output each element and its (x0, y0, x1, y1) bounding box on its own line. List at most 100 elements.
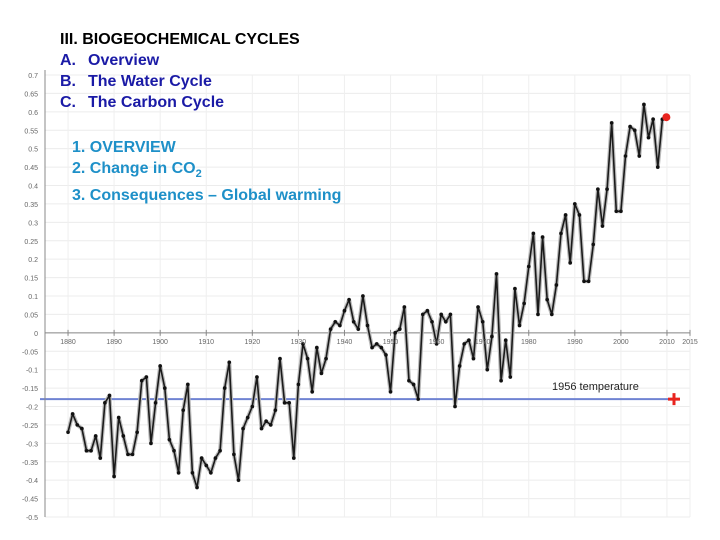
data-point (338, 323, 342, 328)
section-item-overview: A. Overview (60, 50, 224, 71)
data-point (402, 305, 407, 309)
data-point (397, 327, 402, 331)
data-point (291, 456, 296, 460)
data-point (241, 426, 245, 431)
data-point (420, 312, 425, 317)
data-point (310, 389, 315, 394)
data-point (213, 456, 218, 460)
data-point (582, 279, 586, 284)
data-point (126, 452, 130, 457)
data-point (361, 294, 365, 298)
y-tick-label: 0.4 (28, 184, 38, 191)
x-tick-label: 1950 (383, 339, 399, 346)
data-point (425, 308, 430, 313)
data-point (444, 319, 448, 324)
data-point (351, 319, 356, 324)
y-tick-label: -0.45 (22, 497, 38, 504)
y-tick-label: 0.15 (24, 276, 38, 283)
section-label: The Water Cycle (88, 73, 212, 90)
topic-subscript: 2 (195, 168, 202, 181)
data-point (186, 382, 190, 387)
outline-sections: A. Overview B. The Water Cycle C. The Carbo… (60, 50, 224, 113)
x-tick-label: 2000 (613, 339, 629, 346)
data-point (577, 213, 582, 217)
data-point (268, 423, 273, 427)
data-point (130, 452, 135, 457)
data-point (549, 312, 554, 317)
tick-labels: 0.7 0.65 0.6 0.55 0.5 0.45 0.4 0.35 0.3 0.25 0.2 0.… (22, 73, 698, 522)
data-point (513, 286, 517, 291)
data-point (264, 419, 268, 424)
data-point (153, 401, 158, 405)
section-letter: C. (60, 94, 76, 111)
x-tick-label: 1880 (60, 339, 76, 346)
data-point (112, 474, 116, 479)
data-point (646, 135, 651, 140)
x-tick-label: 1930 (291, 339, 307, 346)
data-point (623, 154, 628, 158)
data-point (559, 231, 563, 236)
data-point (89, 448, 93, 453)
x-tick-label: 1910 (198, 339, 214, 346)
data-point (158, 364, 162, 368)
x-tick-label: 1980 (521, 339, 537, 346)
data-point (655, 165, 660, 169)
x-tick-label: 2015 (682, 339, 698, 346)
data-point (651, 117, 655, 121)
topic-label: 3. Consequences – Global warming (72, 187, 342, 205)
data-point (255, 375, 259, 379)
data-point (204, 463, 209, 468)
data-point (139, 378, 144, 383)
data-point (370, 345, 374, 350)
y-tick-label: 0.55 (24, 128, 38, 135)
data-point (236, 478, 241, 482)
data-point (467, 338, 471, 343)
y-tick-label: -0.2 (26, 405, 38, 412)
data-point (172, 448, 176, 453)
topic-label: 2. Change in CO (72, 160, 196, 177)
y-tick-label: 0.7 (28, 73, 38, 80)
data-point (605, 187, 609, 191)
data-point (536, 312, 540, 317)
data-point (628, 124, 632, 129)
data-point (232, 452, 236, 457)
data-point (176, 471, 181, 475)
data-point (384, 353, 388, 357)
x-tick-label: 1970 (475, 339, 491, 346)
data-point (462, 342, 467, 346)
data-point (609, 121, 614, 125)
x-tick-label: 1900 (152, 339, 168, 346)
y-tick-label: 0.25 (24, 239, 38, 246)
y-tick-label: -0.3 (26, 441, 38, 448)
data-point (278, 356, 282, 361)
data-point (222, 386, 227, 390)
data-point (379, 345, 384, 350)
data-point (259, 426, 264, 431)
data-point (448, 312, 453, 317)
y-tick-label: 0.45 (24, 165, 38, 172)
data-point (356, 327, 361, 331)
y-tick-label: 0.65 (24, 91, 38, 98)
topic-label: 1. OVERVIEW (72, 139, 176, 156)
section-item-carbon-cycle: C. The Carbon Cycle (60, 92, 224, 113)
series-line (67, 103, 664, 489)
y-tick-label: 0.2 (28, 257, 38, 264)
y-tick-label: -0.05 (22, 349, 38, 356)
data-point (93, 434, 98, 438)
data-point (245, 415, 250, 420)
y-tick-label: 0.05 (24, 312, 38, 319)
data-point (135, 430, 139, 435)
series-line-group (66, 102, 671, 490)
data-point (116, 415, 121, 420)
data-point (476, 305, 480, 309)
data-point (517, 323, 522, 328)
section-label: The Carbon Cycle (88, 94, 225, 111)
y-tick-label: 0.35 (24, 202, 38, 209)
data-point (596, 187, 600, 191)
y-tick-label: 0.6 (28, 110, 38, 117)
data-point (531, 231, 536, 236)
data-point (107, 393, 112, 398)
data-point (540, 235, 545, 239)
y-tick-label: -0.1 (26, 368, 38, 375)
